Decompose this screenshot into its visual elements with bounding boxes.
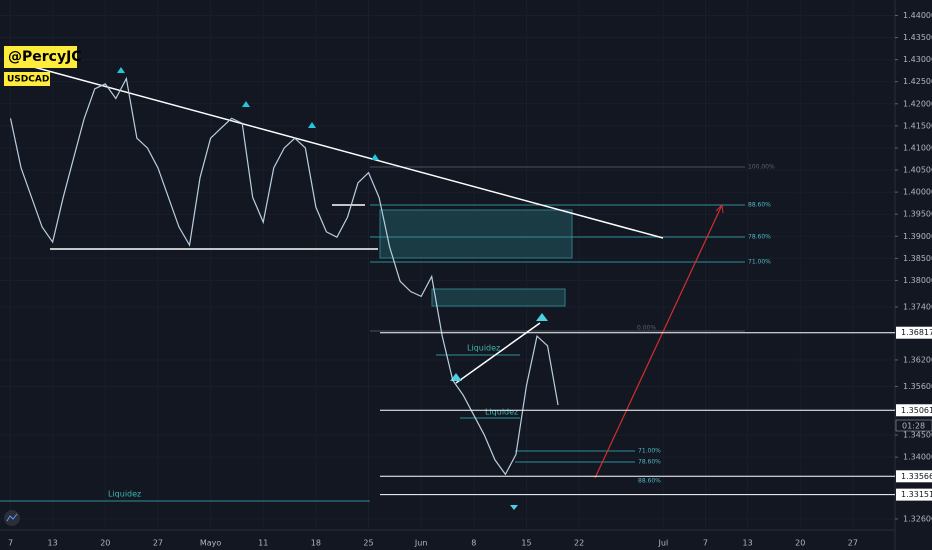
x-tick-label: 27: [848, 539, 858, 548]
author-badge: [4, 46, 77, 68]
price-label: 1.35061: [901, 406, 932, 415]
annotation: Liquidez: [108, 490, 141, 499]
x-tick-label: 11: [258, 539, 268, 548]
y-tick-label: 1.40500: [903, 166, 932, 175]
y-tick-label: 1.35600: [903, 382, 932, 391]
zone: [379, 209, 573, 259]
y-tick-label: 1.38000: [903, 276, 932, 285]
arrow-head: [715, 204, 724, 214]
y-tick-label: 1.38500: [903, 254, 932, 263]
symbol-badge: [4, 72, 50, 86]
price-label: 1.33151: [901, 490, 932, 499]
countdown-box: [895, 419, 932, 432]
y-tick-label: 1.39000: [903, 232, 932, 241]
fib-label: 78.60%: [638, 459, 661, 466]
price-label-box: [896, 488, 932, 501]
y-tick-label: 1.43000: [903, 55, 932, 64]
y-tick-label: 1.41500: [903, 121, 932, 130]
x-tick-label: 13: [48, 539, 58, 548]
price-label: 1.36817: [901, 328, 932, 337]
y-tick-label: 1.39500: [903, 210, 932, 219]
y-tick-label: 1.40000: [903, 188, 932, 197]
x-tick-label: Jun: [414, 539, 428, 548]
x-tick-label: 27: [153, 539, 163, 548]
fib-label: 100.00%: [748, 164, 775, 171]
price-line: [9, 76, 559, 476]
price-label-box: [896, 404, 932, 417]
trendline: [29, 65, 664, 239]
zone: [431, 288, 566, 307]
y-tick-label: 1.41000: [903, 143, 932, 152]
y-tick-label: 1.42500: [903, 77, 932, 86]
x-tick-label: 7: [703, 539, 708, 548]
price-label-box: [896, 470, 932, 483]
price-label-box: [896, 326, 932, 339]
x-tick-label: Jul: [658, 539, 669, 548]
x-tick-label: 8: [471, 539, 476, 548]
x-tick-label: 7: [8, 539, 13, 548]
y-tick-label: 1.32600: [903, 514, 932, 523]
fib-label: 78.60%: [748, 234, 771, 241]
y-tick-label: 1.43500: [903, 33, 932, 42]
x-tick-label: 13: [742, 539, 752, 548]
x-tick-label: Mayo: [200, 539, 222, 548]
author: @PercyJC: [8, 49, 82, 65]
fib-label: 71.00%: [638, 448, 661, 455]
projection-arrow: [594, 204, 723, 479]
y-tick-label: 1.42000: [903, 99, 932, 108]
fib-label: 88.60%: [748, 202, 771, 209]
y-tick-label: 1.36200: [903, 355, 932, 364]
low-marker: [510, 505, 518, 510]
x-tick-label: 20: [795, 539, 805, 548]
x-tick-label: 18: [311, 539, 321, 548]
y-tick-label: 1.34000: [903, 453, 932, 462]
annotation: Liquidez: [485, 408, 518, 417]
fib-label: 71.00%: [748, 259, 771, 266]
x-tick-label: 22: [574, 539, 584, 548]
y-tick-label: 1.34500: [903, 431, 932, 440]
x-tick-label: 25: [363, 539, 373, 548]
y-tick-label: 1.37400: [903, 302, 932, 311]
fib-label: 88.60%: [638, 478, 661, 485]
x-tick-label: 15: [521, 539, 531, 548]
drawings: Liquidez Liquidez Liquidez 100.00% 88.60…: [0, 65, 775, 510]
fib-label: 0.00%: [637, 325, 656, 332]
y-tick-label: 1.44000: [903, 11, 932, 20]
logo-icon: [6, 513, 18, 522]
countdown: 01:28: [902, 422, 925, 431]
price-label: 1.33566: [901, 472, 932, 481]
grid: [0, 0, 895, 530]
annotation: Liquidez: [467, 344, 500, 353]
x-tick-label: 20: [100, 539, 110, 548]
symbol: USDCAD: [7, 75, 49, 85]
triangle-marker: [450, 313, 548, 381]
